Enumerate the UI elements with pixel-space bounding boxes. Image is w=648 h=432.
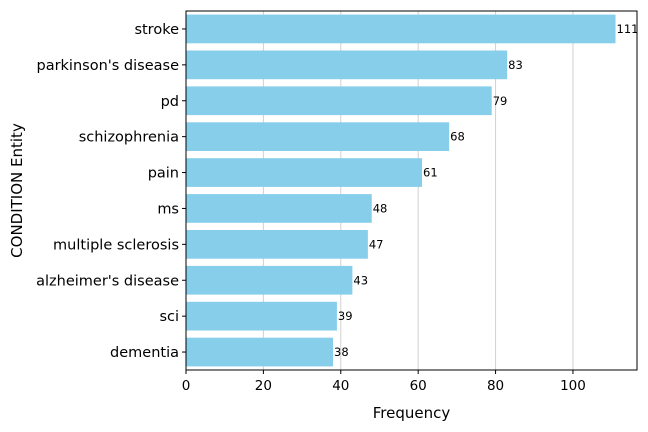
bar-value-label: 83	[508, 58, 523, 72]
x-tick-label: 60	[410, 378, 427, 394]
y-axis: stroke parkinson's disease pd schizophrenia…	[36, 22, 186, 361]
y-tick-label: parkinson's disease	[36, 58, 179, 74]
bar-value-label: 39	[338, 309, 353, 323]
x-tick-label: 100	[560, 378, 586, 394]
bars	[186, 14, 616, 367]
bar	[186, 337, 334, 367]
bar-value-label: 79	[493, 94, 508, 108]
y-tick-label: ms	[157, 201, 179, 217]
y-tick-label: sci	[159, 309, 179, 325]
bar	[186, 122, 450, 152]
bar	[186, 50, 508, 80]
bar-value-label: 61	[423, 166, 438, 180]
bar	[186, 158, 423, 187]
y-tick-label: alzheimer's disease	[36, 273, 179, 289]
y-tick-label: pd	[161, 94, 179, 110]
y-tick-label: stroke	[134, 22, 179, 38]
bar	[186, 194, 372, 223]
bar-value-label: 47	[369, 237, 384, 251]
bar-value-label: 48	[373, 201, 388, 215]
bar-value-label: 38	[334, 345, 349, 359]
x-axis-title: Frequency	[373, 404, 451, 422]
y-tick-label: multiple sclerosis	[53, 237, 179, 253]
bar	[186, 86, 492, 116]
x-tick-label: 80	[487, 378, 504, 394]
bar	[186, 14, 616, 44]
bar-value-label: 111	[617, 22, 639, 36]
bar	[186, 265, 353, 295]
y-axis-title: CONDITION Entity	[8, 123, 26, 258]
bar-value-label: 68	[450, 130, 465, 144]
data-labels: 111 83 79 68 61 48 47 43 39 38	[334, 22, 638, 359]
x-tick-label: 0	[182, 378, 191, 394]
plot-area-frame	[185, 10, 638, 371]
bar	[186, 229, 368, 259]
bar-value-label: 43	[353, 273, 368, 287]
bar	[186, 301, 337, 331]
x-tick-label: 20	[255, 378, 272, 394]
y-tick-label: schizophrenia	[79, 130, 179, 146]
y-tick-label: dementia	[110, 345, 179, 361]
y-tick-label: pain	[148, 166, 179, 182]
x-tick-label: 40	[332, 378, 349, 394]
x-axis: 0 20 40 60 80 100	[182, 370, 586, 394]
